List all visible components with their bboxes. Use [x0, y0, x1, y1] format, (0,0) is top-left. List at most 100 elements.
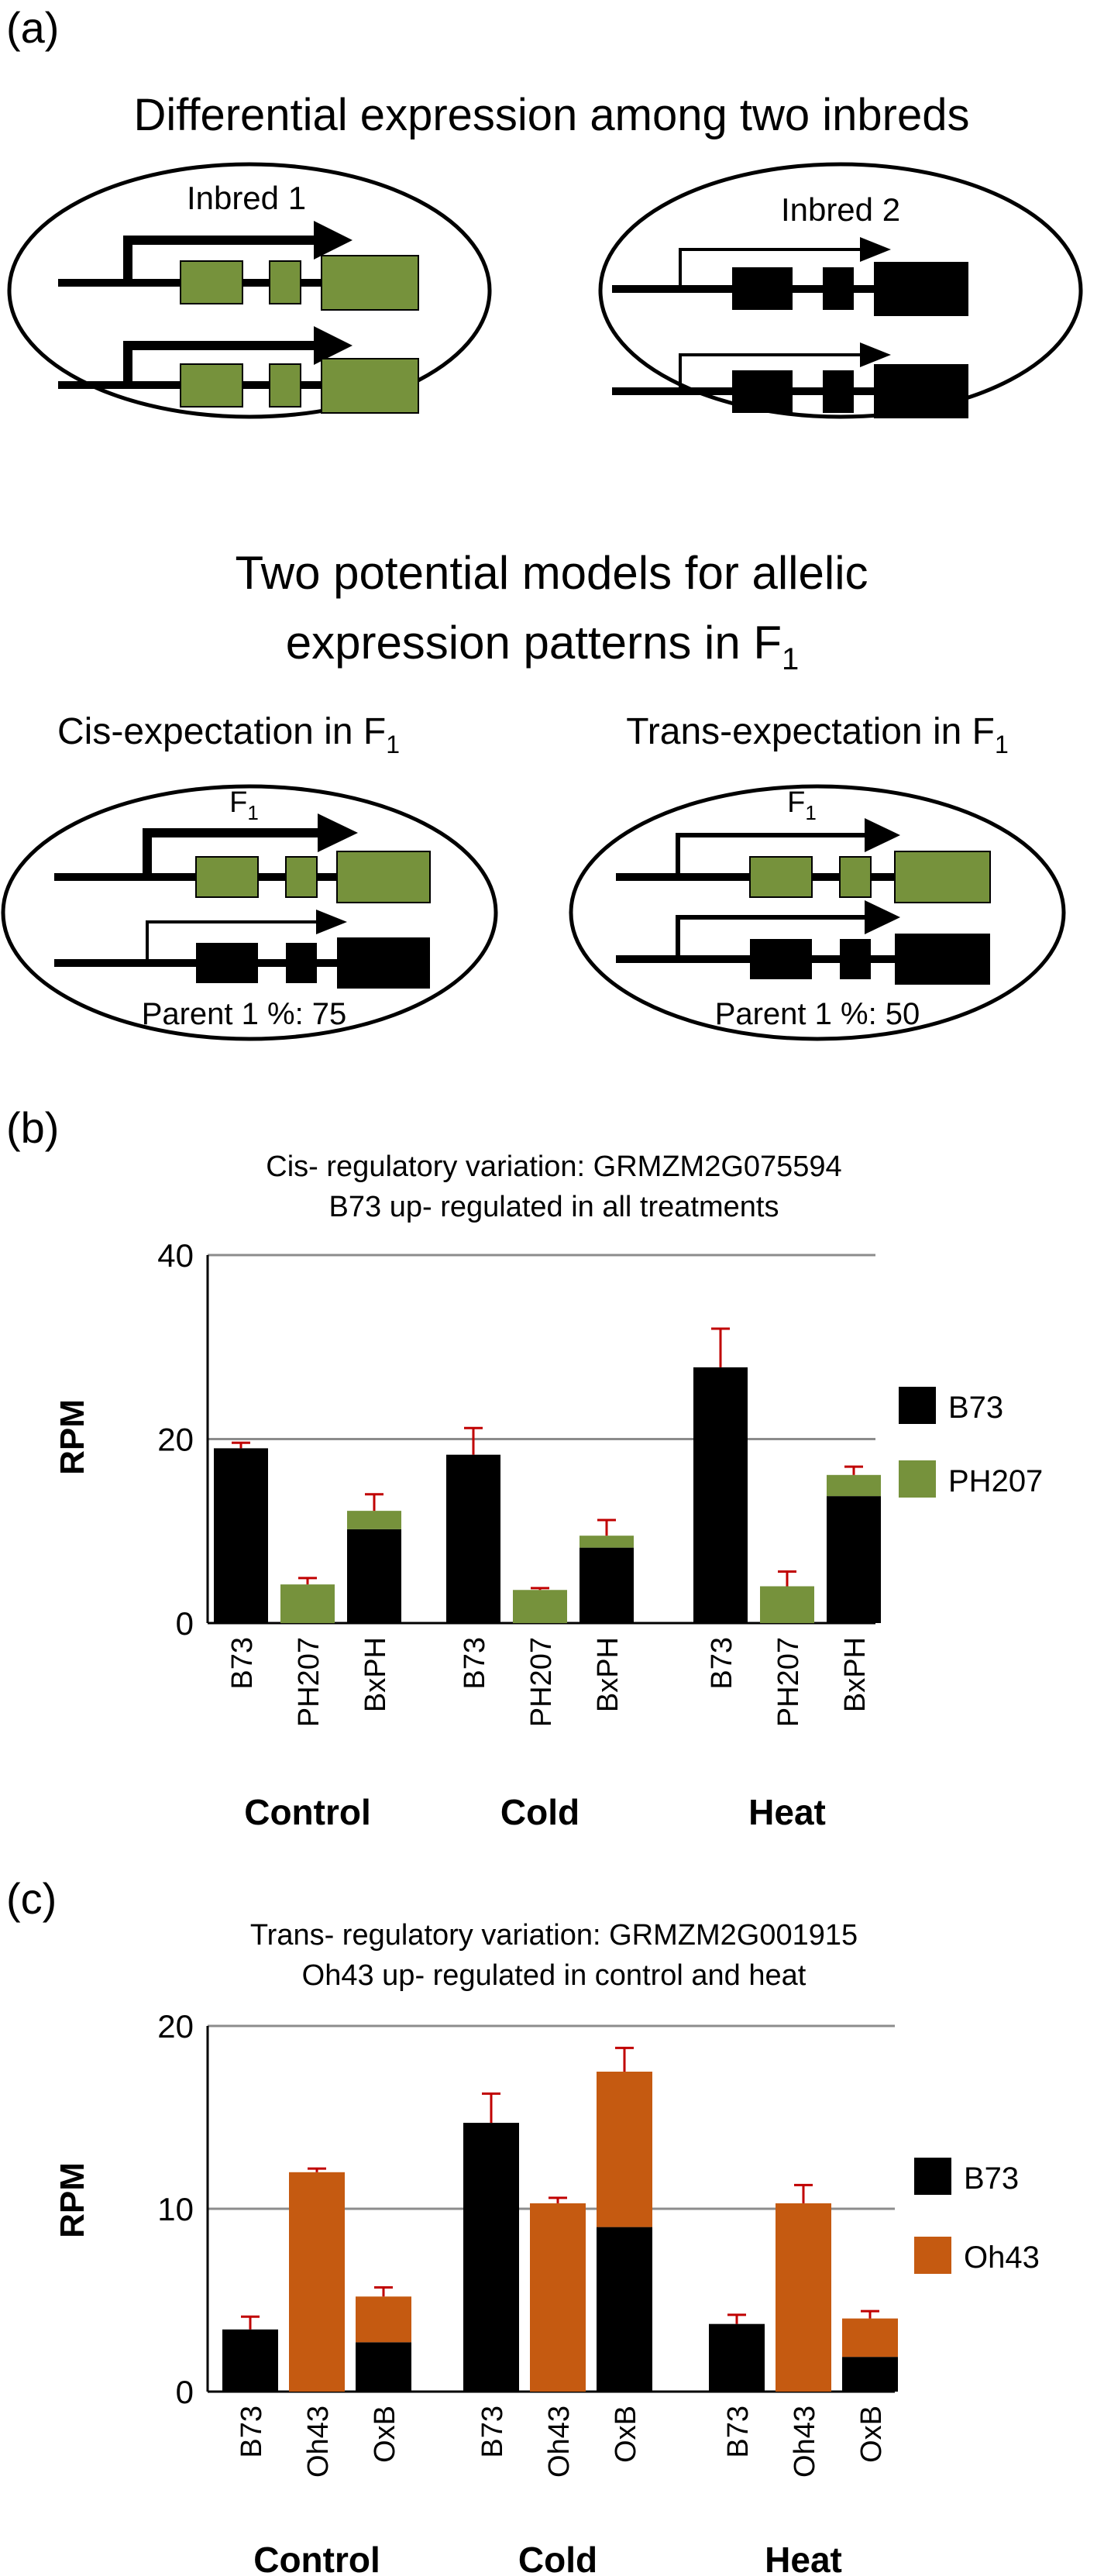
trans-f1-allele-inbred2 [616, 900, 990, 985]
panel-b-bar-b73-cold-b73 [446, 1454, 500, 1623]
panel-b-bar-b73-cold-bxph [580, 1547, 634, 1623]
cis-f1-allele-inbred2 [54, 910, 430, 989]
panel-b-x-tick-label: B73 [459, 1637, 491, 1690]
inbred2-allele-2 [612, 342, 968, 418]
panel-c-title-line1: Trans- regulatory variation: GRMZM2G0019… [250, 1919, 858, 1952]
cis-f1-ellipse [1, 784, 498, 1041]
panel-b-title-line2: B73 up- regulated in all treatments [329, 1191, 779, 1223]
panel-c-legend-swatch-oh43 [914, 2237, 951, 2274]
panel-c-chart: (c) Trans- regulatory variation: GRMZM2G… [6, 1874, 1040, 2576]
panel-b-y-axis-label: RPM [53, 1399, 91, 1475]
panel-b-bar-b73-control-bxph [347, 1529, 401, 1623]
panel-c-x-tick-label: OxB [610, 2406, 642, 2463]
panel-b-bar-ph207-cold-ph207 [513, 1590, 567, 1623]
panel-c-legend-label-oh43: Oh43 [964, 2241, 1040, 2275]
panel-b-x-tick-label: BxPH [359, 1637, 392, 1712]
panel-b-y-tick-label: 40 [157, 1237, 194, 1274]
panel-b-y-tick-label: 20 [157, 1422, 194, 1458]
panel-c-bar-b73-cold-b73 [463, 2123, 519, 2392]
cis-f1-cell: F1 Parent 1 %: 75 [1, 784, 498, 1041]
cis-parent-percent: Parent 1 %: 75 [142, 997, 347, 1031]
panel-b-x-tick-label: PH207 [293, 1637, 325, 1727]
panel-b-x-tick-label: BxPH [592, 1637, 624, 1712]
panel-b-bar-b73-heat-bxph [827, 1496, 881, 1623]
inbred2-allele-1 [612, 237, 968, 316]
panel-c-bar-b73-control-b73 [222, 2329, 278, 2392]
panel-c-bar-oh43-cold-oh43 [530, 2203, 586, 2392]
panel-c-y-tick-label: 20 [157, 2008, 194, 2045]
panel-c-x-tick-label: Oh43 [789, 2406, 821, 2478]
panel-c-legend-swatch-b73 [914, 2158, 951, 2195]
inbred2-ellipse [598, 162, 1083, 419]
panel-a: (a) Differential expression among two in… [1, 3, 1083, 1041]
panel-b-legend-label-b73: B73 [948, 1391, 1003, 1425]
panel-b-bar-ph207-heat-ph207 [760, 1586, 814, 1623]
trans-f1-ellipse [569, 784, 1066, 1041]
cis-f1-allele-inbred1 [54, 813, 431, 903]
panel-a-title: Differential expression among two inbred… [134, 90, 970, 140]
panel-b-bar-ph207-control-bxph [347, 1511, 401, 1529]
cis-f1-label: F1 [229, 786, 259, 824]
panel-c-bar-oh43-heat-oxb [842, 2318, 898, 2358]
panel-c-y-tick-label: 0 [176, 2374, 194, 2410]
panel-c-x-tick-label: B73 [476, 2406, 509, 2458]
trans-f1-cell: F1 Parent 1 %: 50 [569, 784, 1066, 1041]
inbred1-allele-2 [58, 326, 419, 414]
panel-a-label: (a) [6, 3, 59, 52]
panel-b-group-label-control: Control [244, 1792, 371, 1832]
panel-c-x-tick-label: OxB [855, 2406, 888, 2463]
panel-b-x-tick-label: BxPH [839, 1637, 872, 1712]
panel-c-x-tick-label: OxB [369, 2406, 401, 2463]
panel-b-group-label-cold: Cold [500, 1792, 580, 1832]
panel-c-bar-oh43-heat-oh43 [776, 2203, 831, 2392]
panel-c-x-tick-label: B73 [236, 2406, 268, 2458]
panel-b-x-tick-label: B73 [226, 1637, 259, 1690]
models-title-line1: Two potential models for allelic [235, 547, 868, 599]
trans-f1-allele-inbred1 [616, 818, 991, 903]
panel-b-chart: (b) Cis- regulatory variation: GRMZM2G07… [6, 1103, 1043, 1832]
panel-c-x-tick-label: Oh43 [543, 2406, 576, 2478]
panel-b-title-line1: Cis- regulatory variation: GRMZM2G075594 [266, 1150, 841, 1183]
inbred1-label: Inbred 1 [187, 180, 306, 216]
panel-b-legend-swatch-b73 [899, 1387, 936, 1424]
panel-b-x-tick-label: PH207 [772, 1637, 805, 1727]
inbred1-cell: Inbred 1 [7, 162, 492, 419]
trans-parent-percent: Parent 1 %: 50 [715, 997, 920, 1031]
panel-b-bar-b73-heat-b73 [693, 1367, 748, 1623]
panel-c-y-axis-label: RPM [53, 2162, 91, 2238]
panel-b-bar-ph207-heat-bxph [827, 1474, 881, 1497]
panel-b-legend-swatch-ph207 [899, 1460, 936, 1498]
inbred2-cell: Inbred 2 [598, 162, 1083, 419]
panel-b-label: (b) [6, 1103, 59, 1152]
panel-b-group-label-heat: Heat [748, 1792, 826, 1832]
panel-b-x-tick-label: PH207 [525, 1637, 558, 1727]
models-title-line2: expression patterns in F1 [286, 617, 800, 676]
trans-f1-label: F1 [787, 786, 817, 824]
inbred2-label: Inbred 2 [781, 191, 900, 228]
panel-c-legend-label-b73: B73 [964, 2162, 1019, 2196]
panel-c-group-label-cold: Cold [518, 2540, 597, 2576]
panel-b-legend-label-ph207: PH207 [948, 1464, 1043, 1498]
panel-c-x-tick-label: B73 [722, 2406, 755, 2458]
panel-c-bar-b73-heat-b73 [709, 2323, 765, 2392]
panel-c-y-tick-label: 10 [157, 2191, 194, 2227]
trans-expectation-label: Trans-expectation in F1 [626, 711, 1009, 758]
panel-c-bar-b73-heat-oxb [842, 2357, 898, 2392]
cis-expectation-label: Cis-expectation in F1 [57, 711, 400, 758]
panel-c-group-label-heat: Heat [765, 2540, 842, 2576]
panel-c-bar-b73-cold-oxb [597, 2227, 652, 2392]
panel-b-y-tick-label: 0 [176, 1605, 194, 1642]
panel-c-bar-oh43-cold-oxb [597, 2072, 652, 2227]
panel-c-title-line2: Oh43 up- regulated in control and heat [302, 1959, 807, 1992]
panel-b-bar-b73-control-b73 [214, 1448, 268, 1623]
panel-b-bar-ph207-control-ph207 [280, 1584, 335, 1623]
panel-b-bar-ph207-cold-bxph [580, 1536, 634, 1548]
panel-c-bar-oh43-control-oxb [356, 2296, 411, 2343]
inbred1-allele-1 [58, 221, 419, 311]
inbred1-ellipse [7, 162, 492, 419]
panel-c-group-label-control: Control [253, 2540, 380, 2576]
panel-c-x-tick-label: Oh43 [302, 2406, 335, 2478]
panel-b-x-tick-label: B73 [706, 1637, 738, 1690]
panel-c-label: (c) [6, 1874, 57, 1923]
